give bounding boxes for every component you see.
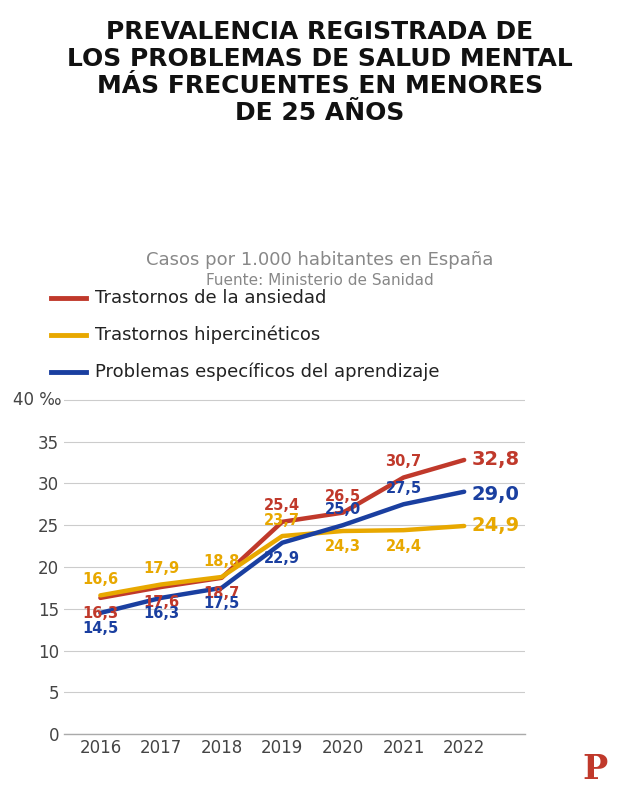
Text: 16,3: 16,3	[143, 606, 179, 622]
Text: 24,3: 24,3	[325, 539, 361, 555]
Text: PREVALENCIA REGISTRADA DE
LOS PROBLEMAS DE SALUD MENTAL
MÁS FRECUENTES EN MENORE: PREVALENCIA REGISTRADA DE LOS PROBLEMAS …	[67, 20, 573, 124]
Text: 30,7: 30,7	[385, 454, 422, 469]
Text: 24,9: 24,9	[472, 516, 520, 535]
Text: 29,0: 29,0	[472, 484, 519, 504]
Text: Casos por 1.000 habitantes en España: Casos por 1.000 habitantes en España	[147, 251, 493, 269]
Text: P: P	[582, 753, 608, 786]
Text: Problemas específicos del aprendizaje: Problemas específicos del aprendizaje	[95, 362, 439, 381]
Text: 17,9: 17,9	[143, 561, 179, 576]
Text: 32,8: 32,8	[472, 450, 520, 469]
Text: 16,3: 16,3	[83, 606, 118, 622]
Text: Trastornos de la ansiedad: Trastornos de la ansiedad	[95, 290, 326, 307]
Text: Trastornos hipercinéticos: Trastornos hipercinéticos	[95, 326, 320, 345]
Text: 25,4: 25,4	[264, 499, 300, 513]
Text: 23,7: 23,7	[264, 512, 300, 527]
Text: 40 ‰: 40 ‰	[13, 391, 61, 409]
Text: 18,8: 18,8	[204, 554, 240, 569]
Text: 25,0: 25,0	[324, 502, 361, 517]
Text: 26,5: 26,5	[325, 489, 361, 504]
Text: 17,5: 17,5	[204, 596, 240, 611]
Text: 17,6: 17,6	[143, 595, 179, 610]
Text: 24,4: 24,4	[385, 539, 422, 554]
Text: 14,5: 14,5	[83, 622, 118, 636]
Text: 27,5: 27,5	[385, 481, 422, 496]
Text: 18,7: 18,7	[204, 587, 240, 601]
Text: Fuente: Ministerio de Sanidad: Fuente: Ministerio de Sanidad	[206, 273, 434, 288]
Text: 22,9: 22,9	[264, 551, 300, 566]
Text: 16,6: 16,6	[83, 572, 118, 587]
